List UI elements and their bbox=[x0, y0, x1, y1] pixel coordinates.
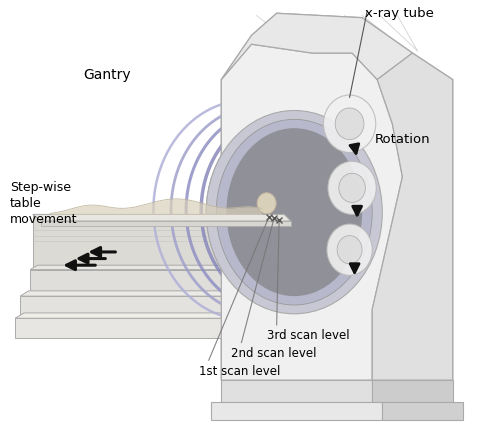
Ellipse shape bbox=[339, 173, 365, 202]
Text: Rotation: Rotation bbox=[375, 133, 431, 146]
Polygon shape bbox=[15, 313, 316, 318]
Text: 2nd scan level: 2nd scan level bbox=[231, 347, 317, 360]
Ellipse shape bbox=[257, 193, 276, 214]
Text: Gantry: Gantry bbox=[83, 68, 131, 82]
Polygon shape bbox=[33, 214, 291, 270]
Ellipse shape bbox=[216, 119, 372, 305]
Polygon shape bbox=[20, 291, 310, 296]
Polygon shape bbox=[221, 44, 402, 380]
Polygon shape bbox=[41, 221, 291, 226]
Polygon shape bbox=[221, 13, 412, 80]
Text: Step-wise
table
movement: Step-wise table movement bbox=[10, 181, 77, 226]
Polygon shape bbox=[221, 44, 402, 380]
Polygon shape bbox=[211, 402, 382, 420]
Ellipse shape bbox=[226, 128, 362, 296]
Polygon shape bbox=[20, 296, 302, 318]
Polygon shape bbox=[372, 53, 453, 380]
Ellipse shape bbox=[206, 110, 382, 314]
Polygon shape bbox=[30, 265, 299, 270]
Text: 1st scan level: 1st scan level bbox=[199, 365, 280, 377]
Ellipse shape bbox=[323, 95, 376, 152]
Text: x-ray tube: x-ray tube bbox=[365, 7, 434, 19]
Polygon shape bbox=[372, 380, 453, 402]
Ellipse shape bbox=[337, 236, 362, 264]
Polygon shape bbox=[30, 270, 292, 296]
Ellipse shape bbox=[206, 110, 382, 314]
Polygon shape bbox=[292, 265, 299, 296]
Ellipse shape bbox=[328, 161, 376, 214]
Ellipse shape bbox=[335, 108, 364, 140]
Ellipse shape bbox=[327, 224, 372, 275]
Polygon shape bbox=[302, 291, 310, 318]
Polygon shape bbox=[372, 53, 453, 380]
Polygon shape bbox=[307, 313, 316, 338]
Polygon shape bbox=[221, 13, 412, 80]
Text: 3rd scan level: 3rd scan level bbox=[267, 329, 349, 342]
Ellipse shape bbox=[226, 128, 362, 296]
Polygon shape bbox=[40, 221, 284, 232]
Polygon shape bbox=[221, 380, 372, 402]
Polygon shape bbox=[382, 402, 463, 420]
Ellipse shape bbox=[216, 119, 372, 305]
Polygon shape bbox=[33, 214, 291, 221]
Polygon shape bbox=[15, 318, 307, 338]
